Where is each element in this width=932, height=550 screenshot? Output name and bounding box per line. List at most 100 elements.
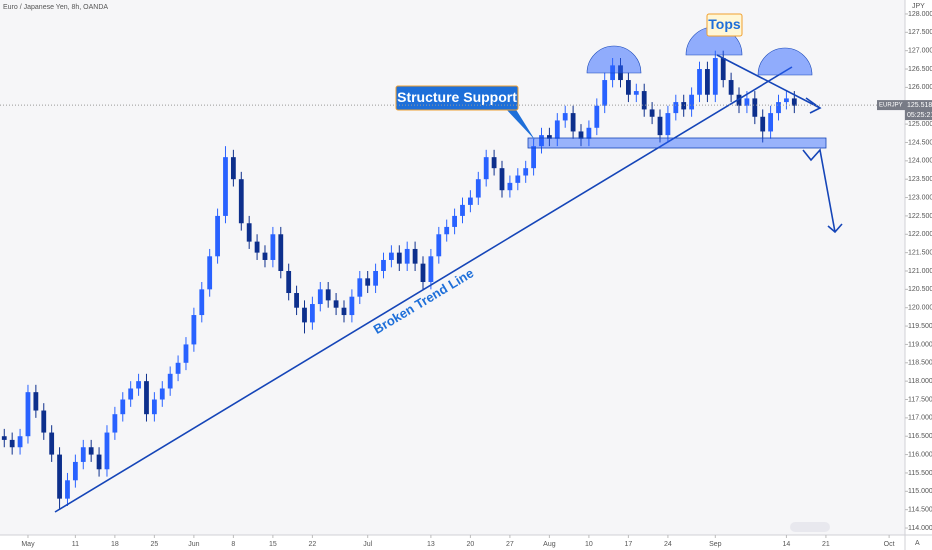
candle-body <box>539 135 544 147</box>
x-tick-label: 25 <box>150 541 158 548</box>
candle-body <box>776 102 781 114</box>
candle-body <box>230 157 236 180</box>
candle-body <box>199 289 205 316</box>
candle-body <box>626 80 631 95</box>
arrow-head <box>827 223 843 234</box>
y-tick-label: 119.500 <box>908 323 932 330</box>
candle-body <box>112 414 118 433</box>
candle-body <box>333 300 339 308</box>
candle-body <box>215 215 220 257</box>
candle-body <box>96 454 102 470</box>
chart-title: Euro / Japanese Yen, 8h, OANDA <box>3 4 108 11</box>
y-tick-label: 121.000 <box>908 268 932 275</box>
candle-body <box>144 381 149 415</box>
candle-body <box>270 234 276 260</box>
candle-body <box>238 179 244 224</box>
candle-body <box>578 131 584 139</box>
candle-body <box>341 307 347 316</box>
candle-body <box>57 454 62 499</box>
candle-body <box>1 436 7 440</box>
candle-body <box>728 80 734 95</box>
candle-body <box>436 234 442 257</box>
x-tick-label: 24 <box>664 541 672 548</box>
candle-body <box>33 392 39 411</box>
logo-badge <box>790 522 830 532</box>
x-tick-label: Oct <box>884 541 895 548</box>
x-tick-label: 15 <box>269 541 277 548</box>
y-tick-label: 114.000 <box>908 525 932 532</box>
candle-body <box>736 94 742 106</box>
y-tick-label: 125.000 <box>908 121 932 128</box>
callout-box <box>706 13 743 37</box>
candle-body <box>262 252 268 260</box>
candle-body <box>381 259 386 271</box>
candle-body <box>396 252 402 264</box>
y-tick-label: 120.500 <box>908 286 932 293</box>
candle-body <box>223 157 228 216</box>
candle-body <box>697 69 702 95</box>
candle-body <box>349 296 355 316</box>
candle-body <box>9 439 15 448</box>
y-tick-label: 127.500 <box>908 29 932 36</box>
candle-body <box>191 315 197 345</box>
candle-body <box>460 204 465 216</box>
symbol-label: EURJPY <box>879 103 903 109</box>
y-tick-label: 126.500 <box>908 66 932 73</box>
candle-body <box>712 58 718 95</box>
candle-body <box>365 278 371 286</box>
x-tick-label: May <box>21 541 35 548</box>
candle-body <box>515 175 521 183</box>
candle-body <box>444 226 450 235</box>
currency-label: JPY <box>912 3 925 10</box>
callout-box <box>395 85 519 111</box>
price-tag <box>905 100 932 121</box>
axes: 114.000 114.500 115.000 115.500 116.000 116.5… <box>0 11 932 548</box>
candle-body <box>254 241 260 253</box>
candle-body <box>120 399 126 415</box>
candle-body <box>602 80 608 106</box>
last-price-label: 125.518 <box>907 102 932 109</box>
y-tick-label: 114.500 <box>908 507 932 514</box>
candle-body <box>491 157 497 169</box>
candle-body <box>507 182 513 191</box>
candle-body <box>325 289 331 301</box>
candle-body <box>531 146 536 169</box>
candle-body <box>159 388 165 400</box>
candle-body <box>128 388 134 400</box>
y-tick-label: 116.500 <box>908 433 932 440</box>
candle-body <box>183 344 189 363</box>
y-tick-label: 122.000 <box>908 231 932 238</box>
trend-line <box>54 66 793 513</box>
corner-label: A <box>915 540 920 547</box>
candle-body <box>546 135 552 139</box>
candle-body <box>412 248 418 264</box>
candle-body <box>523 168 529 176</box>
candle-body <box>657 116 663 136</box>
candle-body <box>49 432 55 455</box>
candle-body <box>309 304 315 323</box>
y-tick-label: 124.500 <box>908 139 932 146</box>
logo <box>790 522 830 532</box>
y-tick-label: 123.000 <box>908 194 932 201</box>
candle-body <box>705 69 710 95</box>
x-tick-label: 10 <box>585 541 593 548</box>
candles <box>1 50 797 510</box>
candle-body <box>768 113 774 132</box>
candle-body <box>594 105 600 128</box>
y-tick-label: 117.000 <box>908 415 932 422</box>
y-tick-label: 122.500 <box>908 213 932 220</box>
candle-body <box>483 157 489 180</box>
x-tick-label: 18 <box>111 541 119 548</box>
arrow-head <box>805 97 822 114</box>
y-tick-label: 117.500 <box>908 396 932 403</box>
candle-body <box>420 263 426 283</box>
time-axis <box>0 535 932 550</box>
callout-text: Structure Support <box>397 89 517 105</box>
y-tick-label: 118.000 <box>908 378 932 385</box>
y-tick-label: 118.500 <box>908 360 932 367</box>
y-tick-label: 115.000 <box>908 488 932 495</box>
price-axis <box>905 0 932 550</box>
callout-text: Tops <box>708 16 741 32</box>
candle-body <box>554 120 560 139</box>
